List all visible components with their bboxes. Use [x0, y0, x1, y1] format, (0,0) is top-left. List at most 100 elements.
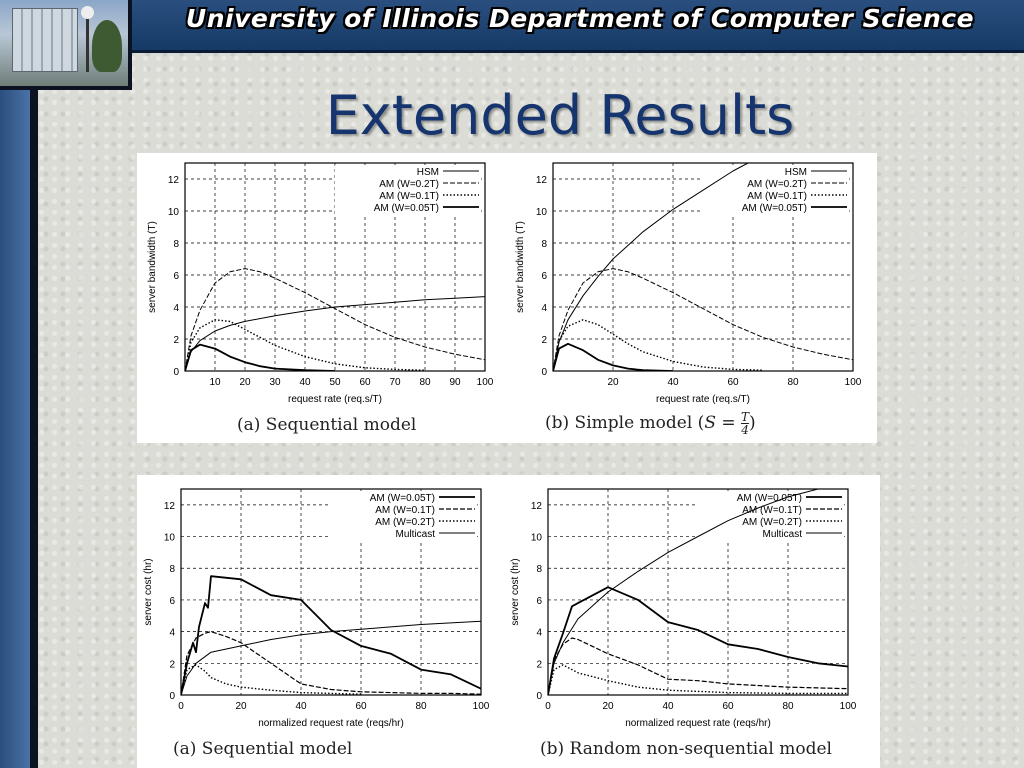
series-line-0 [553, 163, 749, 371]
tree-image [92, 20, 122, 72]
chart-caption: (b) Simple model (S = T 4) [545, 411, 756, 436]
legend-label: AM (W=0.1T) [375, 505, 435, 516]
chart-panel-bottom-left: 0 20 40 60 80 100 0 2 4 6 8 10 12 normalized request … [137, 475, 502, 768]
plot-frame [547, 488, 849, 696]
x-tick-label: 80 [787, 377, 799, 388]
series-line-1 [548, 637, 848, 695]
chart-seq-cost: 0 20 40 60 80 100 0 2 4 6 8 10 12 normalized request … [143, 488, 490, 729]
x-tick-label: 100 [477, 377, 494, 388]
y-axis-label: server cost (hr) [510, 558, 521, 625]
y-tick-label: 4 [169, 628, 175, 639]
y-tick-label: 10 [536, 207, 548, 218]
x-tick-label: 40 [295, 701, 307, 712]
y-tick-label: 10 [168, 207, 180, 218]
chart-seq-bandwidth: 10 20 30 40 50 60 70 80 90 100 0 2 4 6 8 10 12 request ra… [147, 162, 494, 405]
y-tick-label: 6 [541, 271, 547, 282]
legend-label: AM (W=0.2T) [375, 517, 435, 528]
y-tick-label: 8 [173, 239, 179, 250]
x-axis-label: request rate (req.s/T) [656, 394, 750, 405]
legend-label: HSM [785, 167, 807, 178]
y-tick-label: 12 [164, 501, 176, 512]
y-tick-label: 4 [536, 628, 542, 639]
chart-random-cost: 0 20 40 60 80 100 0 2 4 6 8 10 12 normalized request … [510, 488, 857, 729]
series-line-0 [181, 575, 481, 695]
chart-panel-bottom-right: 0 20 40 60 80 100 0 2 4 6 8 10 12 normalized request … [502, 475, 880, 768]
series-line-0 [548, 586, 848, 695]
legend-label: AM (W=0.2T) [742, 517, 802, 528]
fraction-denominator: 4 [741, 423, 749, 437]
x-tick-label: 10 [209, 377, 221, 388]
series-line-3 [181, 620, 481, 695]
y-tick-label: 8 [541, 239, 547, 250]
legend-label: Multicast [763, 529, 803, 540]
y-tick-label: 4 [173, 303, 179, 314]
series-line-0 [185, 296, 485, 371]
series-line-2 [185, 319, 426, 371]
x-axis-label: normalized request rate (reqs/hr) [625, 718, 771, 729]
lamp-globe-image [81, 6, 94, 19]
caption-math: S = [704, 413, 736, 433]
x-tick-label: 100 [840, 701, 857, 712]
x-tick-label: 60 [359, 377, 371, 388]
y-tick-label: 6 [173, 271, 179, 282]
x-tick-label: 20 [602, 701, 614, 712]
x-tick-label: 20 [235, 701, 247, 712]
x-tick-label: 100 [845, 377, 862, 388]
chart-panel-top-right: 20 40 60 80 100 0 2 4 6 8 10 12 request rate (req.s/… [507, 153, 877, 443]
series-line-1 [185, 268, 485, 371]
x-tick-label: 40 [662, 701, 674, 712]
y-tick-label: 0 [541, 367, 547, 378]
x-tick-label: 50 [329, 377, 341, 388]
y-tick-label: 0 [536, 691, 542, 702]
caption-end: ) [749, 413, 756, 433]
lamp-post-image [86, 12, 89, 72]
x-tick-label: 30 [269, 377, 281, 388]
legend-label: AM (W=0.05T) [374, 203, 439, 214]
x-tick-label: 60 [722, 701, 734, 712]
chart-caption: (b) Random non-sequential model [540, 739, 832, 759]
y-tick-label: 12 [531, 501, 543, 512]
legend-background [335, 165, 481, 217]
legend-background [331, 491, 477, 543]
chart-caption: (a) Sequential model [173, 739, 353, 759]
legend-label: AM (W=0.1T) [747, 191, 807, 202]
x-tick-label: 40 [299, 377, 311, 388]
y-tick-label: 2 [541, 335, 547, 346]
y-tick-label: 2 [173, 335, 179, 346]
y-tick-label: 12 [168, 175, 180, 186]
chart-simple-bandwidth: 20 40 60 80 100 0 2 4 6 8 10 12 request rate (req.s/… [515, 162, 862, 405]
series-line-3 [548, 489, 820, 695]
x-tick-label: 0 [545, 701, 551, 712]
legend-label: Multicast [396, 529, 436, 540]
series-line-2 [553, 319, 764, 371]
x-tick-label: 100 [473, 701, 490, 712]
chart-panel-top-left: 10 20 30 40 50 60 70 80 90 100 0 2 4 6 8 10 12 request ra… [137, 153, 507, 443]
y-tick-label: 6 [169, 596, 175, 607]
header-title: University of Illinois Department of Com… [185, 4, 975, 33]
x-tick-label: 60 [727, 377, 739, 388]
series-line-1 [181, 631, 481, 695]
series-line-2 [548, 664, 848, 695]
chart-caption: (a) Sequential model [237, 415, 417, 435]
y-tick-label: 10 [531, 533, 543, 544]
legend-label: HSM [417, 167, 439, 178]
x-tick-label: 90 [449, 377, 461, 388]
y-tick-label: 0 [169, 691, 175, 702]
legend-label: AM (W=0.05T) [737, 493, 802, 504]
x-axis-label: normalized request rate (reqs/hr) [258, 718, 404, 729]
legend-background [703, 165, 849, 217]
y-tick-label: 6 [536, 596, 542, 607]
x-tick-label: 0 [178, 701, 184, 712]
x-tick-label: 80 [782, 701, 794, 712]
legend-background [698, 491, 844, 543]
y-tick-label: 0 [173, 367, 179, 378]
campus-building-logo [0, 0, 132, 90]
y-tick-label: 2 [169, 659, 175, 670]
x-tick-label: 60 [355, 701, 367, 712]
y-axis-label: server bandwidth (T) [147, 221, 158, 313]
y-tick-label: 10 [164, 533, 176, 544]
series-line-2 [181, 664, 362, 695]
fraction-numerator: T [741, 410, 750, 424]
y-tick-label: 8 [536, 564, 542, 575]
